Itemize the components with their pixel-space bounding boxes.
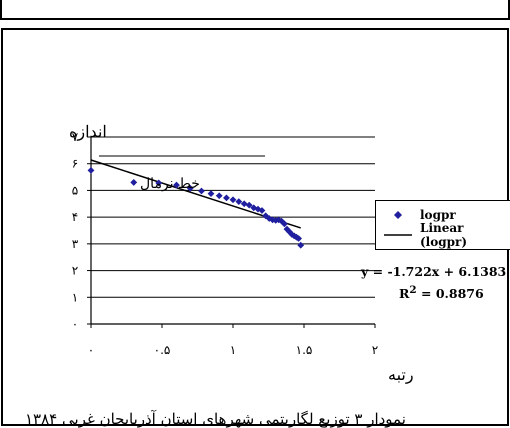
data-point (186, 184, 194, 192)
r2-symbol: R (399, 286, 410, 302)
y-tick-label: ۲ (72, 264, 78, 278)
chart-frame: ۰ ۱ ۲ ۳ ۴ ۵ ۶ ۷ ۰ ۰.۵ ۱ ۱.۵ ۲ اندازه رتبه خط نرمال l… (1, 28, 510, 428)
data-point (293, 233, 300, 241)
y-tick-label: ۷ (72, 130, 79, 144)
data-point (235, 198, 243, 206)
grid-lines (91, 136, 375, 298)
x-tick-label: ۱.۵ (296, 343, 313, 357)
y-axis-label: اندازه (69, 122, 107, 141)
x-tick-label: ۰ (88, 343, 94, 357)
y-tick-label: ۶ (72, 157, 78, 171)
x-tick-label: ۱ (230, 343, 236, 357)
axes (90, 137, 375, 325)
x-tick-label: ۰.۵ (154, 343, 171, 357)
legend-diamond-icon (382, 209, 414, 221)
data-point (223, 194, 230, 202)
top-strip (0, 0, 510, 20)
data-point (272, 216, 280, 224)
r-squared: R2 = 0.8876 (399, 284, 484, 301)
data-point (288, 231, 296, 238)
legend-item-linear: Linear (logpr) (382, 221, 510, 249)
data-point (130, 179, 138, 186)
data-point (245, 201, 253, 209)
r2-superscript: 2 (409, 284, 417, 296)
trendline-equation: y = -1.722x + 6.1383 (361, 264, 507, 279)
y-tick-label: ۵ (72, 183, 78, 197)
data-point (281, 220, 288, 228)
legend-line-icon (382, 229, 414, 241)
y-tick-label: ۴ (72, 210, 78, 224)
x-tick-label: ۲ (372, 343, 378, 357)
data-point (198, 187, 205, 195)
legend: logpr Linear (logpr) (375, 200, 510, 250)
data-point (295, 235, 303, 242)
data-point (286, 228, 293, 236)
legend-label-linear: Linear (logpr) (420, 221, 468, 249)
data-point (207, 190, 215, 198)
normal-line-annotation: خط نرمال (140, 176, 200, 192)
data-point (275, 216, 283, 224)
axis-ticks: ۰ ۱ ۲ ۳ ۴ ۵ ۶ ۷ ۰ ۰.۵ ۱ ۱.۵ ۲ (72, 130, 378, 357)
data-point (297, 241, 305, 249)
y-tick-label: ۳ (72, 237, 79, 251)
data-point (258, 207, 266, 214)
chart-svg: ۰ ۱ ۲ ۳ ۴ ۵ ۶ ۷ ۰ ۰.۵ ۱ ۱.۵ ۲ (72, 130, 378, 357)
data-point (173, 181, 180, 189)
data-point (229, 196, 237, 204)
data-point (240, 200, 248, 208)
y-tick-label: ۱ (72, 290, 78, 304)
r2-value: = 0.8876 (416, 286, 484, 302)
x-axis-label: رتبه (388, 365, 414, 384)
data-points (87, 166, 305, 249)
data-point (87, 166, 95, 174)
legend-item-logpr: logpr (382, 206, 456, 224)
legend-label-logpr: logpr (420, 208, 456, 222)
y-tick-label: ۰ (72, 317, 78, 331)
data-point (215, 192, 223, 200)
data-point (250, 204, 258, 212)
figure-caption: نمودار ۳ توزیع لگاریتمی شهرهای استان آذر… (25, 410, 406, 428)
data-point (155, 179, 163, 187)
